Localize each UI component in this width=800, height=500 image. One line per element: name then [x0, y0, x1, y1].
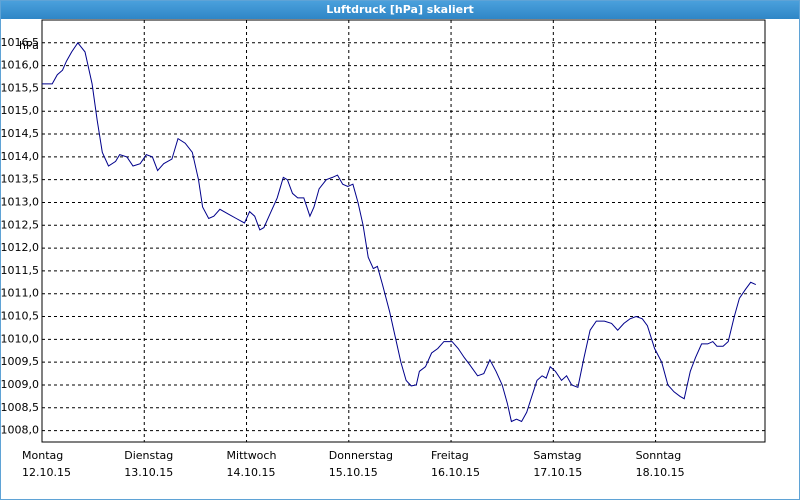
x-tick-date: 15.10.15	[329, 466, 378, 479]
x-tick-label: Freitag	[431, 449, 469, 462]
y-tick-label: 1008,5	[1, 401, 39, 414]
y-tick-label: 1016,0	[1, 59, 39, 72]
y-tick-label: 1015,0	[1, 104, 39, 117]
y-tick-label: 1009,5	[1, 355, 39, 368]
x-tick-date: 12.10.15	[22, 466, 71, 479]
y-tick-label: 1014,0	[1, 150, 39, 163]
x-tick-label: Dienstag	[124, 449, 173, 462]
y-tick-label: 1016,5	[1, 36, 39, 49]
y-tick-label: 1013,5	[1, 173, 39, 186]
y-tick-label: 1012,5	[1, 218, 39, 231]
x-tick-label: Samstag	[533, 449, 581, 462]
y-tick-label: 1011,0	[1, 287, 39, 300]
y-tick-label: 1012,0	[1, 241, 39, 254]
y-tick-label: 1009,0	[1, 378, 39, 391]
x-tick-date: 18.10.15	[636, 466, 685, 479]
title-bar: Luftdruck [hPa] skaliert	[1, 1, 799, 19]
y-tick-label: 1008,0	[1, 424, 39, 437]
x-tick-label: Mittwoch	[227, 449, 277, 462]
plot-frame	[41, 19, 766, 443]
pressure-line	[42, 41, 757, 423]
y-tick-label: 1015,5	[1, 81, 39, 94]
y-tick-label: 1011,5	[1, 264, 39, 277]
x-tick-label: Donnerstag	[329, 449, 393, 462]
x-tick-date: 16.10.15	[431, 466, 480, 479]
y-tick-label: 1013,0	[1, 195, 39, 208]
y-tick-label: 1014,5	[1, 127, 39, 140]
y-tick-label: 1010,0	[1, 332, 39, 345]
y-tick-label: 1010,5	[1, 310, 39, 323]
x-tick-label: Sonntag	[636, 449, 682, 462]
x-tick-date: 14.10.15	[227, 466, 276, 479]
x-tick-date: 13.10.15	[124, 466, 173, 479]
x-tick-date: 17.10.15	[533, 466, 582, 479]
y-axis-label: hPa	[19, 39, 39, 52]
x-tick-label: Montag	[22, 449, 63, 462]
